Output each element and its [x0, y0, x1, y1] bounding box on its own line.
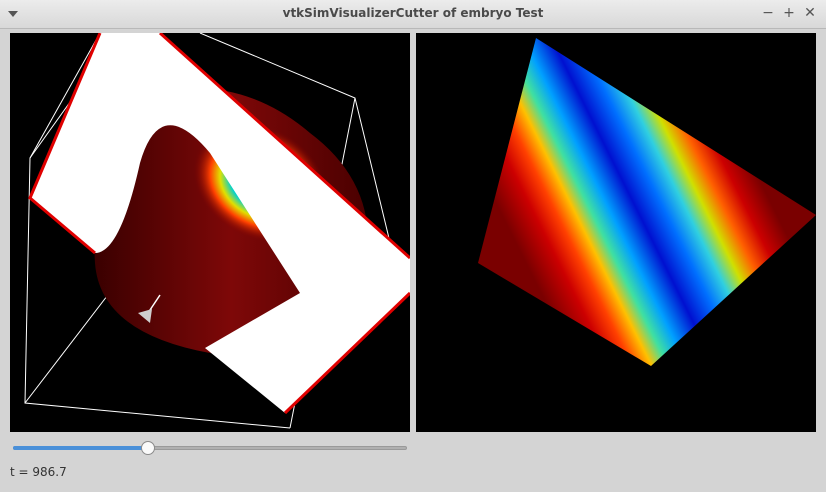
slider-fill: [13, 446, 147, 450]
maximize-button[interactable]: +: [783, 5, 795, 21]
slice-view[interactable]: [416, 33, 816, 432]
chevron-down-icon[interactable]: [6, 8, 20, 20]
slider-thumb[interactable]: [140, 441, 155, 455]
slice-render: [478, 38, 816, 366]
cut-plane: [30, 33, 410, 413]
3d-render: [24, 33, 410, 429]
time-slider[interactable]: [10, 440, 410, 456]
cut-plane-edge: [28, 33, 102, 255]
3d-cutter-view[interactable]: [10, 33, 410, 432]
window-titlebar: vtkSimVisualizerCutter of embryo Test − …: [0, 0, 826, 29]
time-label: t = 986.7: [10, 465, 67, 479]
arrow-glyph-icon: [138, 294, 161, 323]
close-button[interactable]: ✕: [804, 5, 816, 21]
minimize-button[interactable]: −: [762, 5, 774, 21]
slice-plane: [478, 38, 816, 366]
window-title: vtkSimVisualizerCutter of embryo Test: [282, 6, 544, 20]
